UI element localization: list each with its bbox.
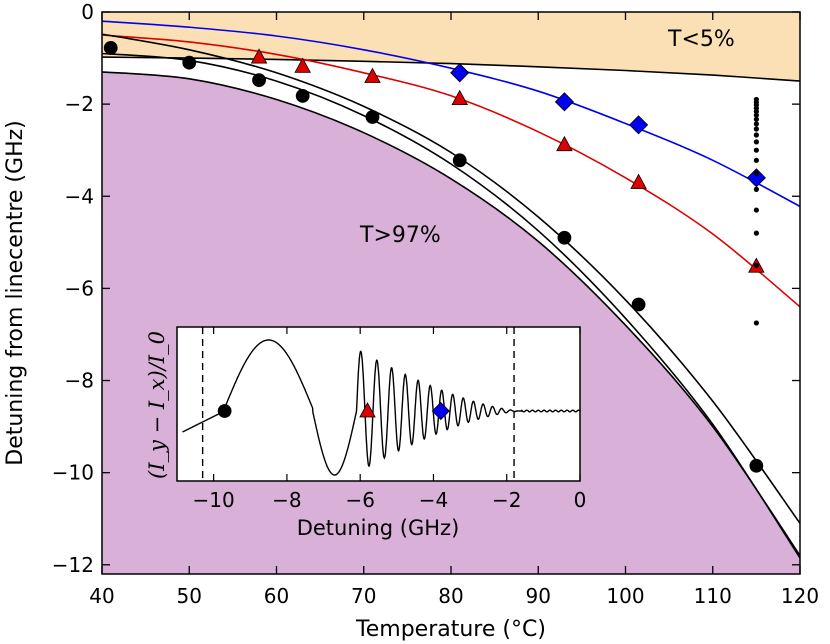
inset-x-tick-label: −2 — [492, 488, 521, 512]
y-axis-label: Detuning from linecentre (GHz) — [3, 120, 28, 466]
region-label-t-high: T>97% — [359, 223, 441, 248]
data-point-circle — [557, 230, 572, 245]
data-point-circle — [103, 41, 118, 55]
x-tick-label: 70 — [351, 584, 376, 608]
data-point-dot — [753, 116, 759, 122]
data-point-circle — [182, 55, 197, 70]
x-tick-label: 120 — [781, 584, 819, 608]
inset-x-axis-label: Detuning (GHz) — [297, 516, 460, 540]
data-point-circle — [252, 73, 266, 88]
data-point-dot — [753, 108, 759, 115]
inset-markers — [217, 401, 450, 421]
inset-curve — [182, 339, 581, 476]
data-point-dot — [753, 157, 759, 163]
fit-curve-blue-fit — [101, 20, 801, 208]
fit-curve-black-fit-upper — [101, 33, 801, 524]
inset-x-tick-label: 0 — [574, 488, 587, 512]
data-point-dot — [753, 230, 759, 236]
x-tick-label: 90 — [526, 584, 551, 608]
y-tick-label: −4 — [65, 184, 94, 208]
data-point-triangle — [556, 135, 573, 152]
fit-curves — [101, 20, 801, 559]
y-tick-label: 0 — [81, 0, 94, 24]
x-tick-label: 100 — [606, 584, 644, 608]
y-tick-label: −12 — [52, 553, 94, 577]
x-tick-label: 80 — [438, 584, 463, 608]
x-axis-label: Temperature (°C) — [355, 617, 546, 642]
region-label-t-low: T<5% — [667, 27, 735, 52]
axis-ticks: 40 50 60 70 80 90 100 110 120 0 −2 −4 −6 −8 −10 −12 — [52, 0, 819, 608]
fit-curve-black-fit-lower — [101, 52, 801, 559]
data-point-dot — [753, 262, 759, 268]
inset-marker-triangle — [359, 402, 376, 418]
data-point-dot — [753, 207, 759, 213]
data-point-circle — [749, 458, 764, 473]
data-point-circle — [631, 297, 646, 312]
data-point-circle — [452, 153, 467, 168]
data-point-triangle — [294, 57, 311, 73]
data-point-diamond — [554, 92, 574, 112]
inset-x-tick-label: −4 — [419, 488, 448, 512]
y-tick-label: −10 — [52, 461, 94, 485]
region-t-low — [102, 12, 800, 82]
inset-frame — [176, 326, 581, 482]
inset-x-tick-label: −10 — [193, 488, 235, 512]
data-point-dot — [753, 320, 759, 326]
inset-marker-diamond — [431, 401, 450, 421]
inset-chart: −10 −8 −6 −4 −2 0 Detuning (GHz) (I_y − I_x)/… — [145, 326, 587, 540]
data-point-circle — [365, 110, 380, 124]
inset-ticks: −10 −8 −6 −4 −2 0 — [193, 327, 587, 512]
inset-x-tick-label: −6 — [345, 488, 374, 512]
inset-x-tick-label: −8 — [272, 488, 301, 512]
data-point-triangle — [364, 67, 381, 83]
data-point-dot — [753, 132, 759, 138]
boundary-t-high-line — [101, 71, 801, 557]
y-tick-label: −8 — [65, 369, 94, 393]
x-tick-label: 50 — [177, 584, 202, 608]
data-point-triangle — [250, 48, 268, 64]
data-point-diamond — [629, 115, 649, 135]
data-point-diamond — [450, 63, 470, 83]
x-tick-label: 60 — [264, 584, 289, 608]
boundary-t-low-line — [101, 56, 801, 82]
y-tick-label: −2 — [65, 92, 94, 116]
data-point-dot — [753, 112, 759, 118]
x-tick-label: 40 — [89, 584, 114, 608]
data-point-dot — [753, 126, 759, 132]
inset-y-axis-label: (I_y − I_x)/I_0 — [145, 331, 169, 479]
data-point-dot — [753, 170, 759, 176]
data-point-triangle — [451, 89, 468, 106]
fit-curve-red-fit — [101, 34, 801, 308]
data-point-triangle — [630, 173, 647, 189]
data-markers — [103, 41, 766, 473]
inset-marker-circle — [217, 404, 232, 418]
data-point-dot — [753, 121, 759, 127]
data-point-dot — [753, 147, 759, 153]
y-tick-label: −6 — [65, 276, 94, 300]
data-point-dot — [753, 186, 759, 192]
data-point-dot — [753, 139, 759, 145]
x-tick-label: 110 — [694, 584, 732, 608]
data-point-circle — [295, 88, 310, 103]
